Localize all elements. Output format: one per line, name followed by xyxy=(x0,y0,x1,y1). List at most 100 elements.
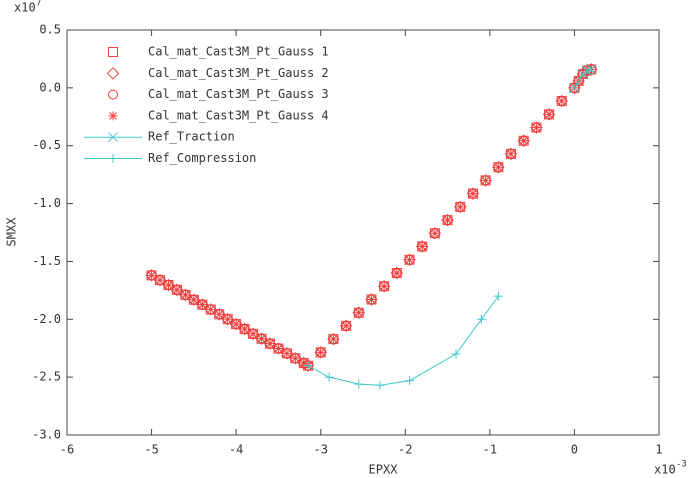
data-point xyxy=(493,162,503,172)
y-tick-label: 0.0 xyxy=(39,80,61,94)
data-point xyxy=(213,308,226,321)
data-point xyxy=(282,348,292,358)
data-point xyxy=(196,298,209,311)
data-point xyxy=(314,346,327,359)
data-point xyxy=(189,295,199,305)
data-point xyxy=(153,273,167,287)
data-point xyxy=(248,329,258,339)
data-point xyxy=(479,174,492,187)
plot-frame xyxy=(66,29,660,436)
legend-label: Cal_mat_Cast3M_Pt_Gauss 4 xyxy=(148,108,329,122)
x-tick-label: 1 xyxy=(655,443,662,457)
data-point xyxy=(214,309,225,320)
data-point xyxy=(354,379,364,389)
y-multiplier-exponent: 7 xyxy=(36,0,41,9)
y-tick-label: -2.5 xyxy=(32,370,61,384)
data-point xyxy=(222,314,233,325)
data-point xyxy=(204,303,217,316)
data-point xyxy=(171,284,182,295)
data-point xyxy=(492,161,505,174)
data-point xyxy=(391,268,402,278)
data-point xyxy=(429,228,440,239)
data-point xyxy=(163,280,173,290)
data-point xyxy=(231,319,242,330)
data-point xyxy=(231,319,241,329)
data-point xyxy=(366,294,376,304)
data-point xyxy=(280,347,294,360)
data-point xyxy=(454,200,467,214)
data-point xyxy=(519,136,529,146)
data-point xyxy=(375,380,385,390)
data-point xyxy=(229,317,243,331)
data-point xyxy=(466,187,480,200)
data-point xyxy=(481,175,491,185)
data-point xyxy=(542,108,556,121)
x-multiplier-exponent: -3 xyxy=(676,460,687,470)
data-point xyxy=(341,321,351,331)
data-point xyxy=(328,334,338,344)
data-point xyxy=(197,300,207,310)
data-point xyxy=(544,109,554,119)
data-point xyxy=(405,376,415,386)
data-point xyxy=(172,285,182,295)
data-point xyxy=(365,293,378,306)
data-point xyxy=(379,281,389,291)
y-axis-label: SMXX xyxy=(5,217,19,247)
data-point xyxy=(430,228,440,238)
data-point xyxy=(255,332,268,345)
data-point xyxy=(316,347,326,357)
data-point xyxy=(206,304,216,314)
data-point xyxy=(238,322,251,336)
data-point xyxy=(443,215,453,225)
data-point xyxy=(155,275,166,286)
data-point xyxy=(455,202,465,212)
data-point xyxy=(531,123,541,133)
legend-label: Ref_Compression xyxy=(148,151,256,165)
x-tick-label: -4 xyxy=(229,443,243,457)
legend-marker xyxy=(106,67,120,80)
data-point xyxy=(299,358,309,368)
data-point xyxy=(555,94,568,108)
data-point xyxy=(506,149,516,159)
data-point xyxy=(263,337,277,350)
data-point xyxy=(303,361,313,371)
data-point xyxy=(468,189,478,199)
legend-marker xyxy=(108,47,118,57)
legend-label: Cal_mat_Cast3M_Pt_Gauss 1 xyxy=(148,45,329,59)
y-tick-label: 0.5 xyxy=(39,23,61,37)
data-point xyxy=(290,353,301,364)
x-tick-label: 0 xyxy=(571,443,578,457)
legend-label: Ref_Traction xyxy=(148,130,235,144)
data-point xyxy=(504,147,518,161)
data-point xyxy=(390,266,404,280)
x-multiplier: x10 xyxy=(654,463,676,477)
data-point xyxy=(341,320,352,331)
y-tick-label: -2.0 xyxy=(32,312,61,326)
x-tick-label: -5 xyxy=(144,443,158,457)
data-point xyxy=(221,312,234,326)
data-point xyxy=(586,64,597,75)
data-point xyxy=(290,353,300,363)
y-tick-label: -3.0 xyxy=(32,428,61,442)
x-axis-label: EPXX xyxy=(369,463,399,477)
data-point xyxy=(415,240,429,253)
data-point xyxy=(451,349,461,359)
data-point xyxy=(530,121,543,134)
data-point xyxy=(246,327,260,341)
data-point xyxy=(518,135,529,146)
y-tick-label: -1.0 xyxy=(32,196,61,210)
y-tick-label: -0.5 xyxy=(32,138,61,152)
data-point xyxy=(392,268,402,278)
data-point xyxy=(379,281,390,292)
data-point xyxy=(517,134,530,147)
data-point xyxy=(578,69,588,79)
x-tick-label: -3 xyxy=(313,443,327,457)
data-point xyxy=(273,343,284,354)
y-tick-label: -1.5 xyxy=(32,254,61,268)
data-point xyxy=(403,253,416,267)
data-point xyxy=(240,324,250,334)
data-point xyxy=(155,275,165,285)
data-point xyxy=(257,334,267,344)
data-point xyxy=(163,280,174,291)
